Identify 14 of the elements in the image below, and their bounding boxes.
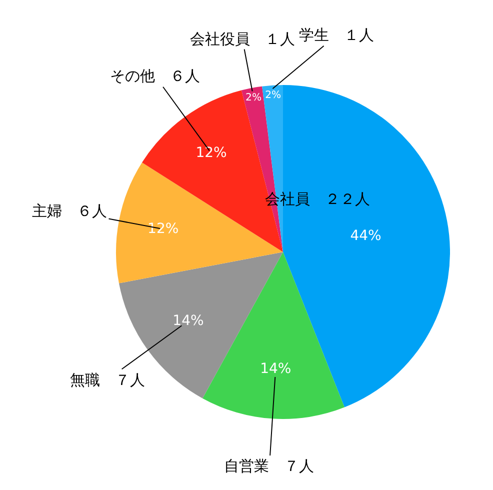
data-label: 14% [172, 312, 204, 329]
data-label: 2% [246, 92, 262, 104]
slice-label: 会社役員 １人 [190, 30, 295, 48]
data-label: 12% [148, 221, 179, 238]
data-label: 2% [265, 90, 282, 102]
pie-slice [202, 252, 344, 419]
data-label: 14% [260, 360, 292, 377]
slice-label: 自営業 ７人 [224, 457, 314, 475]
data-label: 44% [350, 228, 382, 244]
slice-label: 無職 ７人 [70, 371, 145, 389]
data-label: 12% [196, 145, 227, 162]
slice-label: 主婦 ６人 [32, 202, 107, 220]
slice-label: その他 ６人 [110, 67, 200, 85]
slice-label: 学生 １人 [299, 26, 374, 44]
